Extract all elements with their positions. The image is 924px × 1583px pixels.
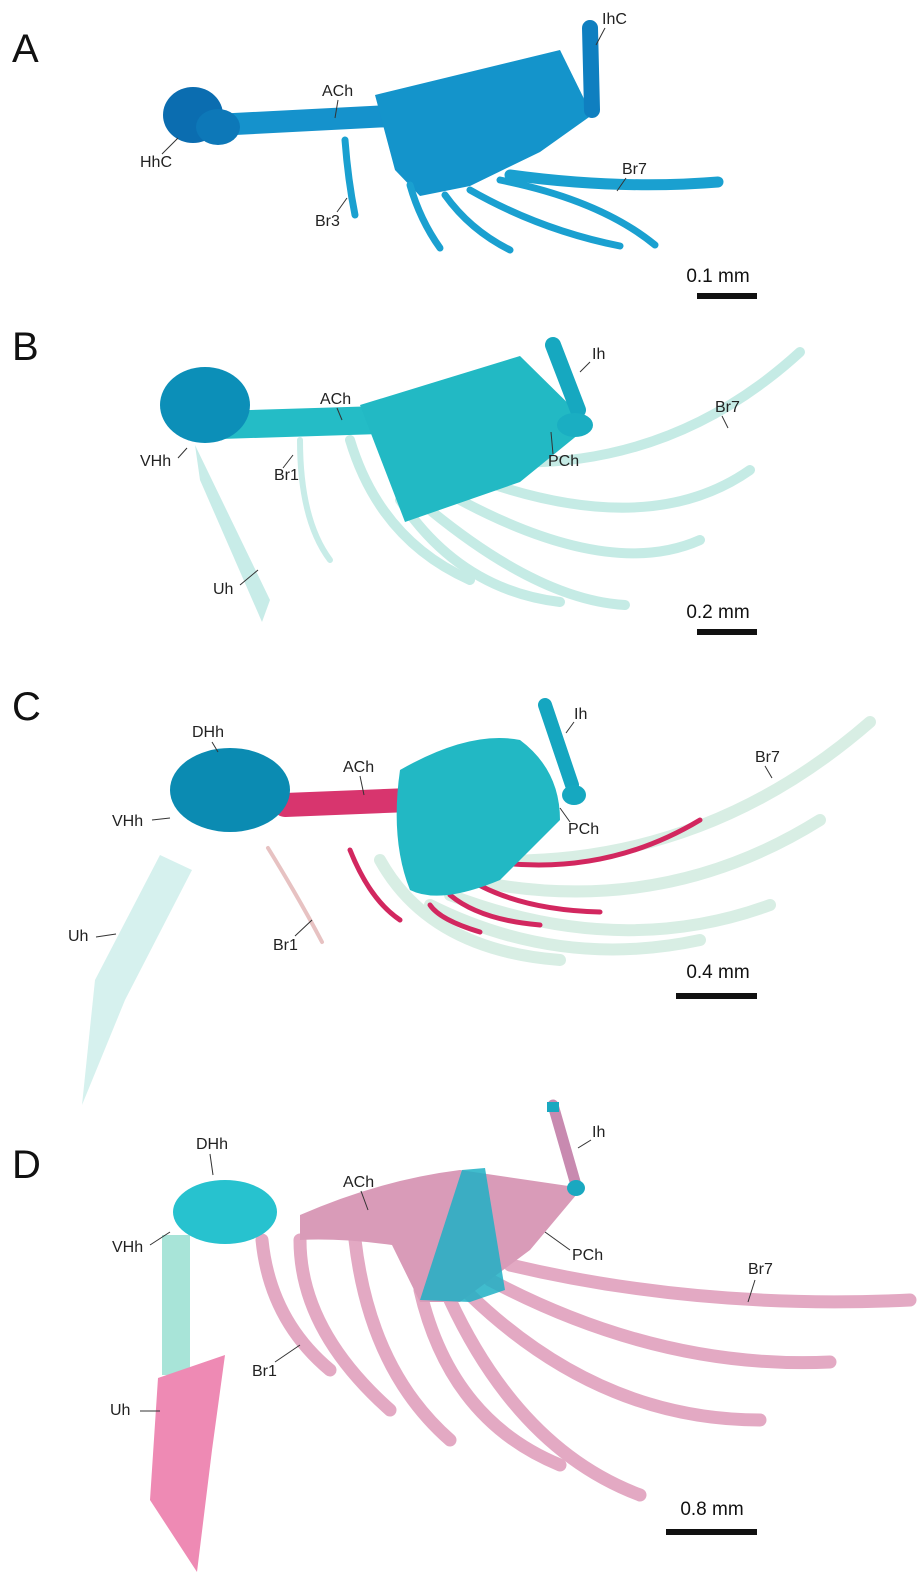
specimen-part — [345, 140, 355, 215]
leader-line — [578, 1140, 591, 1148]
label: Br1 — [274, 467, 299, 484]
panel-letter: C — [12, 685, 41, 729]
label: VHh — [112, 813, 143, 830]
specimen-part — [450, 895, 770, 930]
label: Br7 — [715, 399, 740, 416]
label: ACh — [322, 83, 353, 100]
label: ACh — [343, 1174, 374, 1191]
label: Uh — [213, 581, 233, 598]
label: VHh — [140, 453, 171, 470]
specimen-part — [547, 1102, 559, 1112]
specimen-part — [285, 800, 410, 805]
label: Br1 — [252, 1363, 277, 1380]
label: VHh — [112, 1239, 143, 1256]
specimen-c — [82, 705, 870, 1105]
specimen-part — [590, 28, 592, 110]
specimen-part — [397, 738, 560, 896]
leader-line — [722, 416, 728, 428]
leader-line — [560, 808, 570, 822]
label: Br7 — [748, 1261, 773, 1278]
leader-line — [295, 920, 312, 936]
label: Br7 — [622, 161, 647, 178]
specimen-part — [567, 1180, 585, 1196]
specimen-part — [553, 1105, 576, 1185]
label: DHh — [196, 1136, 228, 1153]
label: Br1 — [273, 937, 298, 954]
leader-line — [96, 934, 116, 937]
label: Ih — [592, 346, 605, 363]
label: ACh — [343, 759, 374, 776]
label: PCh — [568, 821, 599, 838]
leader-line — [210, 1154, 213, 1175]
label: Ih — [574, 706, 587, 723]
label: HhC — [140, 154, 172, 171]
leader-line — [152, 818, 170, 820]
label: IhC — [602, 11, 627, 28]
label: Br3 — [315, 213, 340, 230]
specimen-part — [160, 367, 250, 443]
scale-label: 0.4 mm — [686, 962, 749, 983]
specimen-part — [300, 440, 330, 560]
label: Br7 — [755, 749, 780, 766]
specimen-part — [162, 1235, 190, 1375]
leader-line — [283, 455, 293, 468]
label: DHh — [192, 724, 224, 741]
specimen-part — [82, 855, 192, 1105]
label: Ih — [592, 1124, 605, 1141]
panel-letter: B — [12, 325, 39, 369]
label: Uh — [110, 1402, 130, 1419]
label: ACh — [320, 391, 351, 408]
leader-line — [545, 1232, 570, 1250]
label: PCh — [548, 453, 579, 470]
specimen-part — [262, 1240, 910, 1495]
leader-line — [566, 722, 574, 733]
specimen-part — [510, 1265, 910, 1302]
specimen-part — [150, 1355, 225, 1572]
specimen-part — [557, 413, 593, 437]
specimen-part — [545, 705, 572, 785]
scale-label: 0.1 mm — [686, 266, 749, 287]
specimen-a — [163, 28, 718, 250]
specimen-part — [215, 116, 390, 125]
specimen-b — [160, 345, 800, 622]
specimen-part — [375, 50, 592, 196]
panel-letter: D — [12, 1143, 41, 1187]
specimen-part — [196, 109, 240, 145]
specimen-part — [170, 748, 290, 832]
leader-line — [765, 766, 772, 778]
specimen-d — [150, 1102, 910, 1572]
specimen-part — [173, 1180, 277, 1244]
scale-label: 0.8 mm — [680, 1499, 743, 1520]
leader-line — [275, 1345, 300, 1362]
leader-line — [580, 362, 590, 372]
label: PCh — [572, 1247, 603, 1264]
leader-line — [337, 198, 347, 212]
panel-letter: A — [12, 27, 39, 71]
specimen-part — [510, 175, 718, 185]
figure: A IhC ACh HhC Br3 Br7 0.1 mm B Ih ACh Br… — [0, 0, 924, 1583]
specimen-part — [562, 785, 586, 805]
leader-line — [162, 138, 178, 154]
leader-line — [178, 448, 187, 458]
label: Uh — [68, 928, 88, 945]
specimen-part — [268, 848, 322, 942]
scale-label: 0.2 mm — [686, 602, 749, 623]
